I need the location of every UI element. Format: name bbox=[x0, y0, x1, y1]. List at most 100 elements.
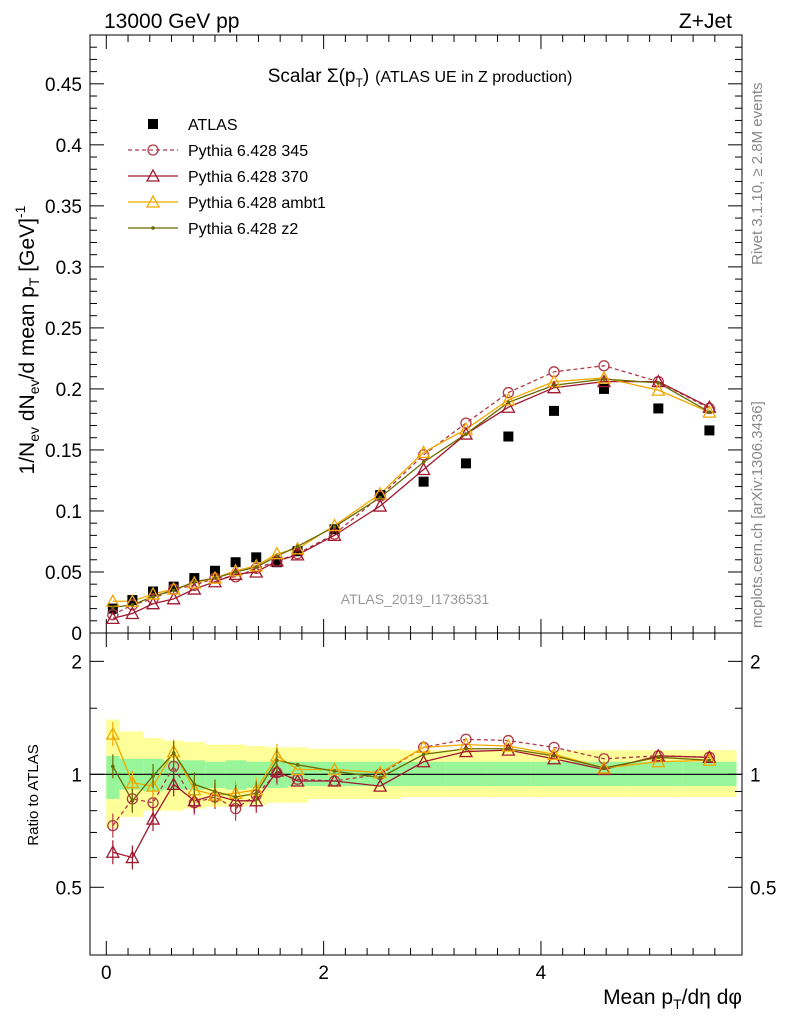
ratio-band-green bbox=[225, 760, 247, 790]
ratio-point-series-2 bbox=[166, 777, 181, 791]
x-axis-label: Mean pT/dη dφ bbox=[603, 986, 742, 1012]
ratio-point-series-4 bbox=[171, 751, 176, 755]
main-point-series-4 bbox=[656, 381, 661, 385]
ratio-point-series-3 bbox=[596, 760, 612, 774]
main-point-series-4 bbox=[552, 383, 556, 388]
main-line-series-3 bbox=[112, 377, 710, 602]
ratio-point-series-4 bbox=[151, 774, 155, 778]
main-point-series-3 bbox=[166, 581, 181, 595]
ratio-point-series-4 bbox=[130, 799, 135, 803]
header-left: 13000 GeV pp bbox=[104, 10, 239, 33]
ratio-point-series-2 bbox=[702, 749, 717, 763]
main-point-series-2 bbox=[596, 374, 612, 388]
main-point-series-3 bbox=[145, 586, 161, 600]
main-point-series-3 bbox=[596, 370, 612, 384]
legend-label: Pythia 6.428 370 bbox=[188, 169, 308, 186]
ratio-point-series-3 bbox=[105, 726, 120, 740]
ratio-point-series-4 bbox=[254, 791, 259, 796]
ratio-point-series-2 bbox=[145, 811, 161, 825]
main-point-series-3 bbox=[416, 445, 431, 459]
main-point-series-2 bbox=[416, 462, 431, 476]
ratio-point-series-3 bbox=[290, 762, 305, 776]
main-y-tick-label: 0.2 bbox=[56, 380, 82, 401]
ratio-point-series-4 bbox=[213, 789, 217, 794]
legend-marker bbox=[145, 168, 161, 182]
main-point-series-2 bbox=[651, 374, 666, 388]
main-point-series-0 bbox=[230, 557, 241, 568]
ratio-point-series-2 bbox=[546, 751, 562, 765]
legend-marker bbox=[147, 144, 159, 156]
ratio-point-series-4 bbox=[506, 746, 511, 751]
ratio-point-series-3 bbox=[145, 778, 161, 792]
ratio-y-axis-label: Ratio to ATLAS bbox=[25, 744, 42, 845]
main-point-series-4 bbox=[295, 544, 300, 549]
main-point-series-0 bbox=[704, 425, 715, 436]
main-point-series-0 bbox=[418, 476, 429, 487]
ratio-point-series-2 bbox=[327, 773, 342, 787]
main-point-series-2 bbox=[327, 528, 342, 542]
main-point-series-3 bbox=[327, 518, 342, 532]
ratio-y-tick-label-right: 1 bbox=[750, 765, 761, 786]
main-point-series-3 bbox=[501, 392, 516, 406]
ratio-point-series-4 bbox=[332, 769, 337, 773]
main-y-tick-label: 0.15 bbox=[45, 441, 82, 462]
main-point-series-4 bbox=[151, 594, 155, 599]
main-point-series-0 bbox=[251, 552, 262, 563]
main-point-series-2 bbox=[207, 574, 223, 588]
main-line-series-4 bbox=[112, 378, 710, 609]
main-y-tick-label: 0.4 bbox=[56, 136, 83, 157]
main-point-series-4 bbox=[275, 554, 279, 558]
ratio-y-tick-label: 1 bbox=[71, 765, 82, 786]
main-point-series-4 bbox=[464, 432, 468, 436]
main-y-tick-label: 0.25 bbox=[45, 319, 82, 340]
legend-marker bbox=[148, 119, 158, 129]
ratio-point-series-4 bbox=[295, 763, 300, 767]
ratio-point-series-4 bbox=[192, 782, 197, 787]
main-point-series-0 bbox=[292, 546, 303, 557]
ratio-point-series-3 bbox=[125, 775, 140, 789]
ratio-point-series-4 bbox=[602, 766, 606, 770]
ratio-point-series-4 bbox=[464, 746, 468, 751]
ratio-point-series-2 bbox=[501, 742, 516, 756]
main-y-tick-label: 0.3 bbox=[56, 258, 82, 279]
main-point-series-1 bbox=[107, 609, 119, 621]
main-point-series-2 bbox=[125, 606, 140, 620]
ratio-y-tick-label: 2 bbox=[71, 652, 82, 673]
main-y-axis-label: 1/Nev dNev/d mean pT [GeV]-1 bbox=[12, 205, 42, 474]
ratio-x-tick-label: 2 bbox=[318, 963, 329, 984]
main-line-series-2 bbox=[112, 380, 710, 619]
main-point-series-3 bbox=[249, 558, 264, 572]
main-point-series-4 bbox=[378, 495, 382, 500]
ratio-point-series-2 bbox=[651, 748, 666, 762]
legend: ATLAS Pythia 6.428 345 Pythia 6.428 370 Pyt… bbox=[128, 117, 326, 238]
main-point-series-0 bbox=[148, 586, 159, 597]
ratio-y-tick-label-right: 0.5 bbox=[750, 878, 776, 899]
main-point-series-2 bbox=[105, 610, 120, 625]
side-label-top: Rivet 3.1.10, ≥ 2.8M events bbox=[749, 83, 766, 266]
ratio-point-series-2 bbox=[249, 793, 264, 807]
side-label-bottom: mcplots.cern.ch [arXiv:1306.3436] bbox=[749, 401, 766, 628]
main-point-series-4 bbox=[707, 410, 712, 414]
main-point-series-3 bbox=[702, 404, 717, 418]
main-y-tick-label: 0.35 bbox=[45, 197, 82, 218]
main-point-series-4 bbox=[421, 460, 426, 464]
legend-label: Pythia 6.428 345 bbox=[188, 143, 308, 160]
ratio-point-series-2 bbox=[416, 754, 431, 768]
ratio-point-series-4 bbox=[656, 755, 661, 760]
ratio-plot-area: 0 2 4 0.5 0.5 1 1 2 2 bbox=[56, 633, 776, 984]
main-point-series-2 bbox=[145, 596, 161, 610]
ratio-point-series-1 bbox=[502, 734, 515, 747]
main-point-series-3 bbox=[207, 570, 223, 584]
ratio-x-tick-label: 4 bbox=[536, 963, 547, 984]
ratio-point-series-2 bbox=[373, 778, 388, 792]
main-point-series-3 bbox=[228, 563, 243, 577]
main-y-tick-label: 0.45 bbox=[45, 75, 82, 96]
ratio-point-series-1 bbox=[107, 819, 119, 832]
main-point-series-0 bbox=[460, 458, 471, 469]
ratio-point-series-4 bbox=[233, 795, 238, 799]
main-y-tick-label: 0.05 bbox=[45, 563, 82, 584]
legend-marker bbox=[151, 226, 155, 230]
legend-label: Pythia 6.428 z2 bbox=[188, 221, 298, 238]
main-plot-area: 0 0.05 0.1 0.15 0.2 0.25 0.3 0.35 0.4 0.45 bbox=[45, 35, 742, 645]
ratio-point-series-3 bbox=[327, 762, 342, 776]
